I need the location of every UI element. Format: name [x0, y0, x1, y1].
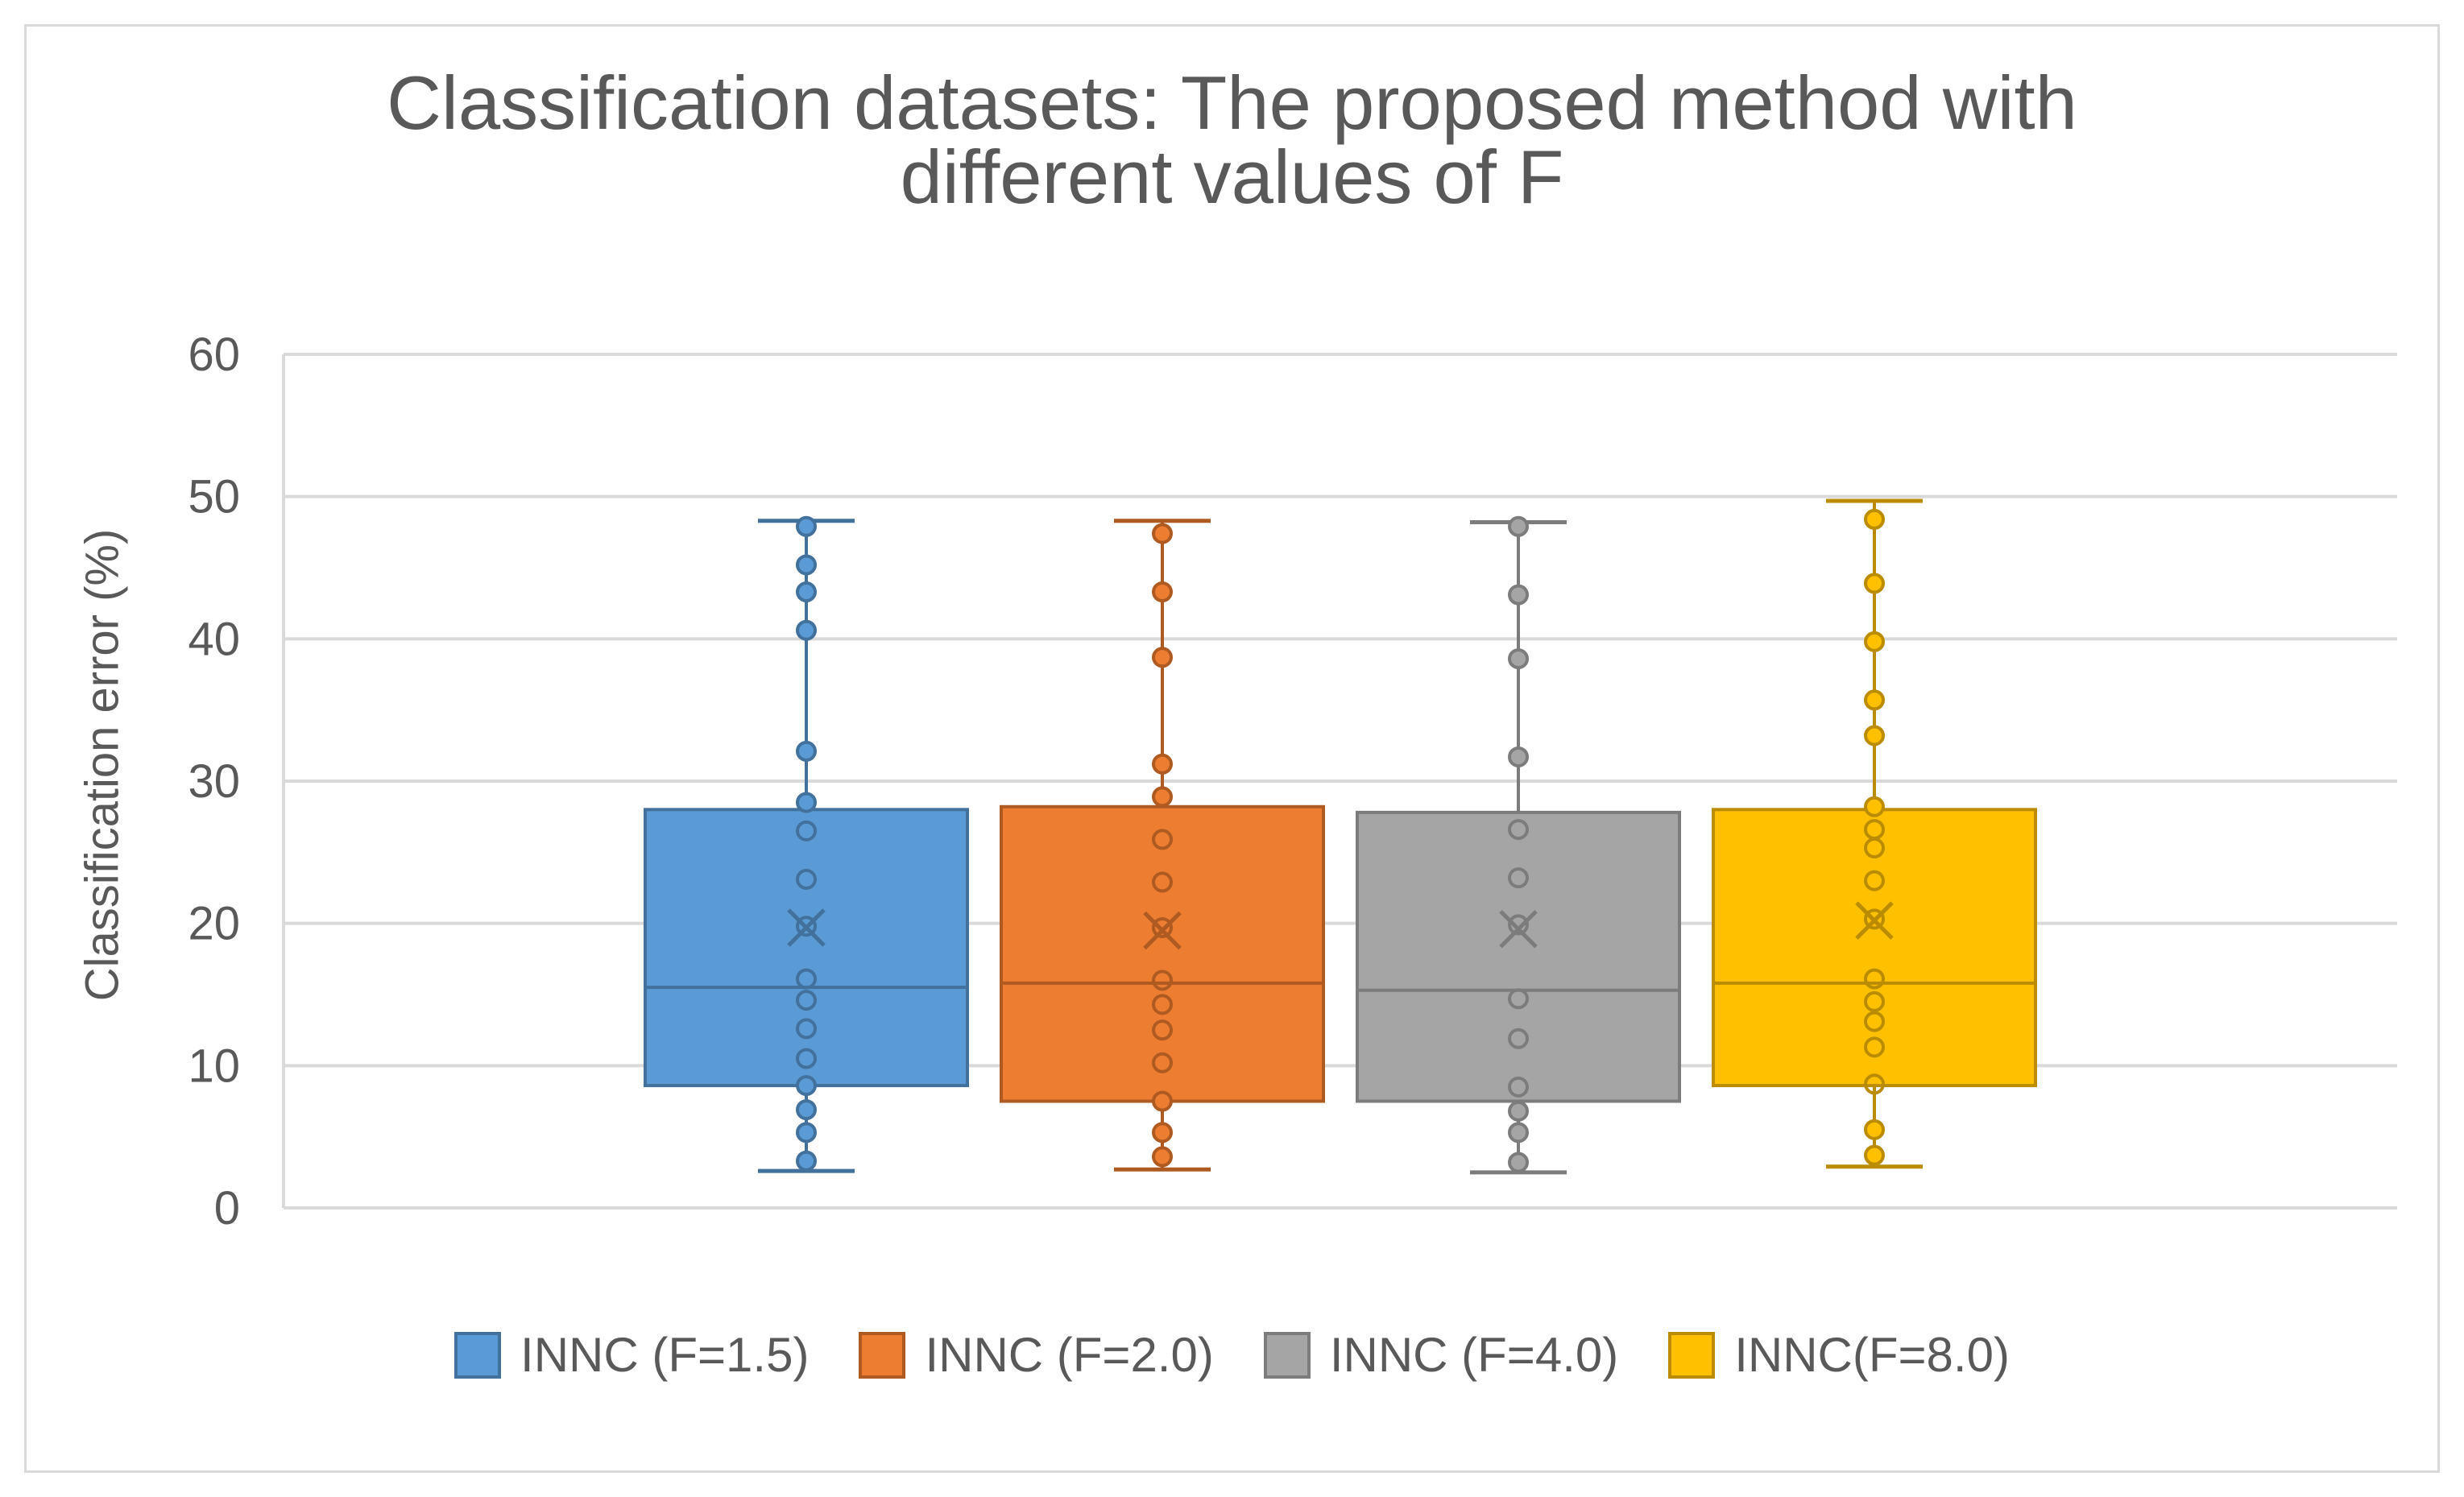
series-4-point-16 [1864, 573, 1885, 594]
series-3-point-5 [1508, 1028, 1529, 1049]
chart-title: Classification datasets: The proposed me… [0, 60, 2464, 219]
series-3-point-7 [1508, 914, 1529, 936]
series-1-point-5 [796, 1048, 817, 1069]
series-2-point-2 [1152, 1122, 1173, 1143]
series-3-point-11 [1508, 648, 1529, 670]
legend-label-2: INNC (F=2.0) [925, 1328, 1214, 1382]
series-4-box [1712, 808, 2037, 1088]
series-3-point-12 [1508, 584, 1529, 606]
legend-label-4: INNC(F=8.0) [1734, 1328, 2010, 1382]
series-1-point-16 [796, 554, 817, 576]
series-3-point-10 [1508, 746, 1529, 767]
series-4-point-7 [1864, 968, 1885, 990]
series-3-point-13 [1508, 515, 1529, 537]
series-1-point-7 [796, 990, 817, 1011]
legend-item-3: INNC (F=4.0) [1263, 1327, 1619, 1383]
series-2-point-13 [1152, 647, 1173, 668]
series-2-point-8 [1152, 916, 1173, 938]
y-tick-label-40: 40 [188, 613, 240, 665]
legend-swatch-1 [454, 1331, 502, 1379]
legend-item-2: INNC (F=2.0) [859, 1327, 1214, 1383]
series-1-point-1 [796, 1150, 817, 1172]
series-2-point-15 [1152, 523, 1173, 544]
series-2-box [1000, 804, 1325, 1103]
series-2-point-5 [1152, 1019, 1173, 1041]
chart-title-line-2: different values of F [900, 134, 1564, 219]
series-3-point-1 [1508, 1152, 1529, 1173]
series-3-box [1356, 810, 1681, 1103]
series-3-point-9 [1508, 819, 1529, 841]
legend-swatch-3 [1263, 1331, 1311, 1379]
series-3-point-3 [1508, 1100, 1529, 1122]
series-3-point-2 [1508, 1122, 1529, 1143]
series-2-point-3 [1152, 1090, 1173, 1112]
series-1-point-8 [796, 968, 817, 990]
legend-swatch-4 [1668, 1331, 1716, 1379]
legend-swatch-2 [859, 1331, 906, 1379]
series-1-mean-marker [787, 908, 826, 947]
chart-title-line-1: Classification datasets: The proposed me… [387, 60, 2077, 145]
y-tick-label-20: 20 [188, 898, 240, 950]
y-tick-label-50: 50 [188, 471, 240, 523]
series-1-point-17 [796, 515, 817, 537]
series-4-point-12 [1864, 796, 1885, 817]
series-3-point-4 [1508, 1076, 1529, 1098]
series-1-point-14 [796, 619, 817, 641]
series-1-point-9 [796, 916, 817, 937]
series-4-point-8 [1864, 908, 1885, 930]
chart-area [24, 24, 2440, 1473]
series-4-point-4 [1864, 1036, 1885, 1058]
series-4-point-14 [1864, 689, 1885, 711]
series-2-point-12 [1152, 753, 1173, 775]
series-1-point-6 [796, 1018, 817, 1040]
series-1-point-2 [796, 1122, 817, 1143]
legend-item-1: INNC (F=1.5) [454, 1327, 809, 1383]
series-4-point-9 [1864, 870, 1885, 891]
series-1-point-13 [796, 740, 817, 762]
y-tick-label-60: 60 [188, 329, 240, 381]
series-3-point-6 [1508, 988, 1529, 1010]
legend-label-1: INNC (F=1.5) [520, 1328, 810, 1382]
series-2-point-6 [1152, 994, 1173, 1015]
series-1-point-12 [796, 792, 817, 813]
series-1-point-4 [796, 1075, 817, 1097]
series-2-point-11 [1152, 786, 1173, 808]
series-3-mean-marker [1499, 909, 1538, 949]
series-2-point-10 [1152, 829, 1173, 850]
series-4-point-3 [1864, 1073, 1885, 1095]
series-4-point-11 [1864, 819, 1885, 841]
series-2-point-4 [1152, 1052, 1173, 1073]
series-2-point-7 [1152, 970, 1173, 991]
series-2-mean-marker [1143, 911, 1182, 950]
series-2-point-14 [1152, 581, 1173, 603]
series-4-mean-marker [1855, 901, 1894, 940]
y-tick-label-30: 30 [188, 755, 240, 808]
series-4-point-6 [1864, 990, 1885, 1012]
legend-item-4: INNC(F=8.0) [1668, 1327, 2010, 1383]
series-4-point-5 [1864, 1011, 1885, 1032]
series-4-point-1 [1864, 1144, 1885, 1166]
legend: INNC (F=1.5) INNC (F=2.0) INNC (F=4.0) INNC… [0, 1327, 2464, 1383]
series-4-point-17 [1864, 508, 1885, 530]
legend-label-3: INNC (F=4.0) [1329, 1328, 1619, 1382]
series-3-point-8 [1508, 867, 1529, 889]
series-4-point-15 [1864, 631, 1885, 652]
y-tick-label-0: 0 [214, 1182, 240, 1234]
series-1-point-10 [796, 868, 817, 890]
series-1-point-15 [796, 581, 817, 603]
series-4-point-2 [1864, 1119, 1885, 1140]
series-2-point-9 [1152, 871, 1173, 893]
y-tick-label-10: 10 [188, 1040, 240, 1092]
series-1-point-3 [796, 1099, 817, 1121]
series-1-point-11 [796, 820, 817, 842]
series-1-box [644, 808, 969, 1088]
series-4-point-13 [1864, 725, 1885, 746]
series-2-point-1 [1152, 1146, 1173, 1168]
